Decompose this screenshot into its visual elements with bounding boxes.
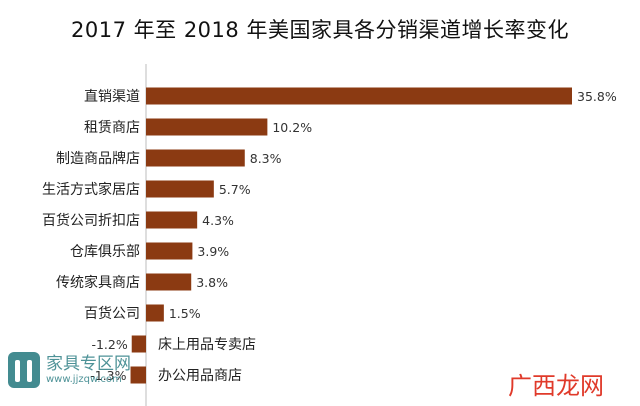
category-label: 办公用品商店	[158, 368, 242, 384]
category-label: 直销渠道	[84, 88, 140, 105]
value-label: 1.5%	[169, 306, 201, 321]
value-label: 5.7%	[219, 182, 251, 197]
watermark-name: 家具专区网	[46, 354, 131, 375]
watermark-url: www.jjzqw.com	[46, 373, 122, 385]
value-label: 8.3%	[250, 151, 282, 166]
value-label: -1.2%	[91, 337, 127, 352]
category-label: 生活方式家居店	[42, 181, 140, 198]
bar	[146, 118, 268, 136]
category-label: 床上用品专卖店	[158, 337, 256, 353]
category-label: 传统家具商店	[56, 274, 140, 291]
chart-title: 2017 年至 2018 年美国家具各分销渠道增长率变化	[71, 18, 569, 42]
category-label: 仓库俱乐部	[70, 244, 140, 260]
bar	[146, 149, 245, 167]
category-label: 百货公司	[84, 305, 140, 322]
category-label: 租赁商店	[84, 120, 140, 136]
value-label: 4.3%	[202, 213, 234, 228]
value-label: -1.3%	[90, 368, 126, 383]
bar	[131, 335, 146, 353]
bar	[130, 366, 146, 384]
watermark-left: 家具专区网 www.jjzqw.com	[8, 352, 131, 388]
bar	[146, 180, 214, 198]
value-label: 3.8%	[196, 275, 228, 290]
value-label: 10.2%	[272, 120, 312, 135]
category-label: 百货公司折扣店	[42, 212, 140, 229]
bar	[146, 273, 192, 291]
watermark-logo-icon	[8, 352, 40, 388]
bar	[146, 242, 193, 260]
bar	[146, 87, 572, 105]
value-label: 3.9%	[197, 244, 229, 259]
value-label: 35.8%	[577, 89, 617, 104]
category-label: 制造商品牌店	[56, 150, 140, 167]
bar	[146, 304, 164, 322]
watermark-right: 广西龙网	[508, 372, 604, 400]
bar	[146, 211, 198, 229]
